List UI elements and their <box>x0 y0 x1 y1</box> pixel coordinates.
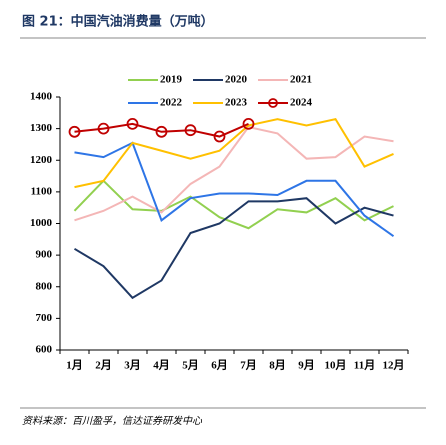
y-tick-label: 1100 <box>31 185 53 197</box>
series-marker <box>184 124 197 137</box>
x-tick-label: 4月 <box>153 359 170 372</box>
x-tick-label: 11月 <box>354 359 375 372</box>
series-line <box>74 122 249 138</box>
chart-title: 图 21：中国汽油消费量（万吨） <box>22 14 214 30</box>
series-line <box>74 141 395 237</box>
series-marker <box>126 117 139 130</box>
x-tick-label: 6月 <box>211 359 228 372</box>
x-tick-label: 12月 <box>383 359 405 372</box>
x-tick-label: 7月 <box>240 359 257 372</box>
x-tick-label: 1月 <box>66 359 83 372</box>
x-tick-label: 2月 <box>95 359 112 372</box>
legend-marker <box>268 98 278 108</box>
series-marker <box>242 117 255 130</box>
series-line <box>73 179 394 230</box>
y-tick-label: 700 <box>36 312 53 324</box>
x-tick-label: 10月 <box>325 359 347 372</box>
series-marker <box>97 122 110 135</box>
legend-label: 2023 <box>225 97 248 109</box>
legend-label: 2021 <box>290 74 312 86</box>
y-tick-label: 1000 <box>30 217 53 229</box>
series-marker <box>213 130 226 143</box>
y-tick-label: 600 <box>36 344 53 356</box>
x-tick-label: 8月 <box>269 359 286 372</box>
legend-label: 2024 <box>290 97 313 109</box>
legend-label: 2019 <box>160 74 183 86</box>
series-marker <box>68 125 81 138</box>
x-tick-label: 5月 <box>182 359 199 372</box>
series-marker <box>155 125 168 138</box>
y-tick-label: 1400 <box>30 91 53 103</box>
legend-label: 2022 <box>160 97 183 109</box>
y-tick-label: 800 <box>36 280 53 292</box>
y-tick-label: 1300 <box>30 122 53 134</box>
series-line <box>73 197 394 300</box>
series-line <box>74 118 394 189</box>
legend-label: 2020 <box>225 74 248 86</box>
x-tick-label: 9月 <box>298 359 315 372</box>
series-line <box>74 125 394 222</box>
source: 资料来源：百川盈孚，信达证券研发中心 <box>22 415 203 427</box>
y-tick-label: 1200 <box>30 154 53 166</box>
x-tick-label: 3月 <box>124 359 141 372</box>
y-tick-label: 900 <box>36 249 53 261</box>
